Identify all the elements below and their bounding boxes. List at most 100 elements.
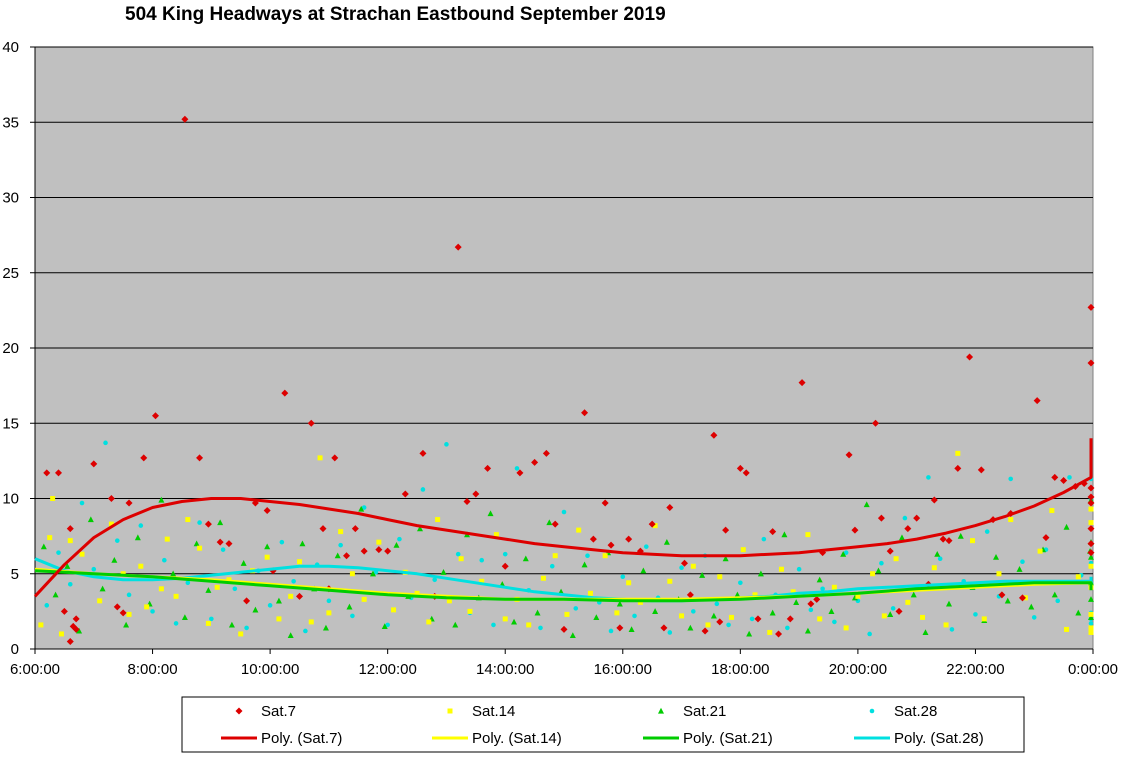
data-point <box>502 616 508 622</box>
data-point <box>540 575 546 581</box>
data-point <box>99 585 106 592</box>
data-point <box>879 560 884 566</box>
data-point <box>807 600 815 608</box>
data-point <box>43 469 51 477</box>
data-point <box>426 619 432 625</box>
data-point <box>111 557 118 563</box>
data-point <box>113 603 121 611</box>
trendlines <box>33 438 1093 603</box>
y-tick-label: 30 <box>2 190 19 207</box>
data-point <box>926 475 931 480</box>
data-point <box>303 628 308 634</box>
data-point <box>170 570 177 577</box>
x-tick-label: 6:00:00 <box>10 661 60 678</box>
data-point <box>551 520 559 528</box>
data-point <box>44 603 50 608</box>
data-point <box>516 469 524 477</box>
data-point <box>350 613 355 619</box>
data-point <box>729 614 735 620</box>
data-point <box>1051 591 1058 598</box>
data-point <box>569 632 576 639</box>
data-point <box>288 593 294 599</box>
x-tick-label: 16:00:00 <box>594 661 652 678</box>
data-point <box>479 557 485 563</box>
data-point <box>381 623 388 630</box>
data-point <box>244 625 249 631</box>
x-tick-label: 14:00:00 <box>476 661 534 678</box>
data-point <box>214 584 220 590</box>
data-point <box>1088 520 1094 526</box>
data-point <box>877 514 885 522</box>
data-point <box>616 600 623 607</box>
data-point <box>816 576 823 583</box>
data-point <box>1018 594 1026 602</box>
data-point <box>761 536 767 542</box>
data-point <box>984 529 990 534</box>
data-point <box>626 580 632 586</box>
data-point <box>1088 553 1094 560</box>
data-point <box>52 591 59 598</box>
data-point <box>710 431 718 439</box>
data-point <box>103 440 108 446</box>
data-point <box>331 454 339 462</box>
data-point <box>220 547 226 552</box>
x-tick-label: 20:00:00 <box>829 661 887 678</box>
data-point <box>781 531 788 538</box>
data-point <box>240 560 247 566</box>
legend-label: Sat.14 <box>472 703 515 720</box>
data-point <box>334 552 341 559</box>
data-point <box>1031 615 1037 620</box>
data-point <box>454 243 462 251</box>
data-point <box>108 521 114 527</box>
x-tick-label: 12:00:00 <box>358 661 416 678</box>
data-point <box>1064 626 1070 632</box>
data-point <box>573 606 579 611</box>
data-point <box>209 616 214 622</box>
data-point <box>326 598 332 604</box>
legend-item: Poly. (Sat.7) <box>221 730 342 747</box>
data-point <box>616 624 624 632</box>
data-point <box>307 419 315 427</box>
data-point <box>886 547 894 555</box>
series-sat-14 <box>38 450 1094 637</box>
data-point <box>820 586 825 592</box>
data-point <box>701 627 709 635</box>
y-axis-ticks: 0 5 10 15 20 25 30 35 40 <box>2 39 35 658</box>
data-point <box>736 464 744 472</box>
data-point <box>308 619 314 625</box>
data-point <box>546 519 553 526</box>
data-point <box>158 496 165 503</box>
y-tick-label: 35 <box>2 114 19 131</box>
data-point <box>851 526 859 534</box>
data-point <box>1088 596 1094 602</box>
data-point <box>902 515 908 521</box>
data-point <box>722 526 730 534</box>
data-point <box>716 618 724 626</box>
data-point <box>452 621 459 628</box>
y-tick-label: 40 <box>2 39 19 56</box>
data-point <box>1087 549 1095 557</box>
data-point <box>714 601 720 607</box>
data-point <box>560 625 568 633</box>
data-point <box>1088 614 1094 620</box>
data-point <box>1051 473 1059 481</box>
data-point <box>1087 540 1095 548</box>
data-point <box>585 553 590 558</box>
data-point <box>297 559 302 565</box>
data-point <box>432 577 437 583</box>
data-point <box>905 599 911 605</box>
data-point <box>1075 609 1082 616</box>
data-point <box>228 621 235 628</box>
data-point <box>197 520 202 525</box>
data-point <box>740 547 746 553</box>
data-point <box>419 449 427 457</box>
data-point <box>893 556 899 562</box>
data-point <box>1055 598 1061 604</box>
data-point <box>90 460 98 468</box>
data-point <box>67 581 73 587</box>
series-sat-7 <box>43 115 1095 645</box>
data-point <box>50 496 56 501</box>
data-point <box>76 627 83 634</box>
data-point <box>484 464 492 472</box>
data-point <box>667 630 673 635</box>
